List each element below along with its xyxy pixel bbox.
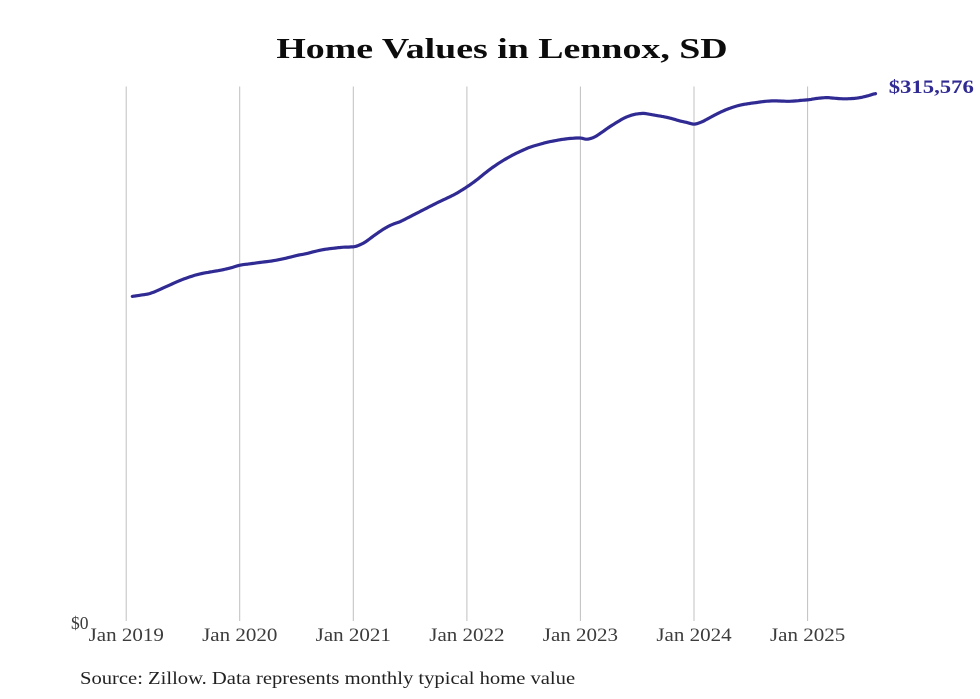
svg-text:Jan 2022: Jan 2022 [429, 625, 504, 646]
svg-text:Home Values in Lennox, SD: Home Values in Lennox, SD [276, 33, 727, 65]
svg-text:Jan 2021: Jan 2021 [316, 625, 391, 646]
svg-text:$315,576: $315,576 [889, 78, 974, 98]
svg-text:Jan 2019: Jan 2019 [89, 625, 164, 646]
svg-text:Jan 2025: Jan 2025 [770, 625, 845, 646]
svg-text:Source: Zillow. Data represent: Source: Zillow. Data represents monthly … [80, 669, 575, 688]
svg-text:Jan 2020: Jan 2020 [202, 625, 277, 646]
svg-text:Jan 2024: Jan 2024 [656, 625, 731, 646]
svg-text:$0: $0 [71, 613, 89, 633]
svg-text:Jan 2023: Jan 2023 [543, 625, 618, 646]
